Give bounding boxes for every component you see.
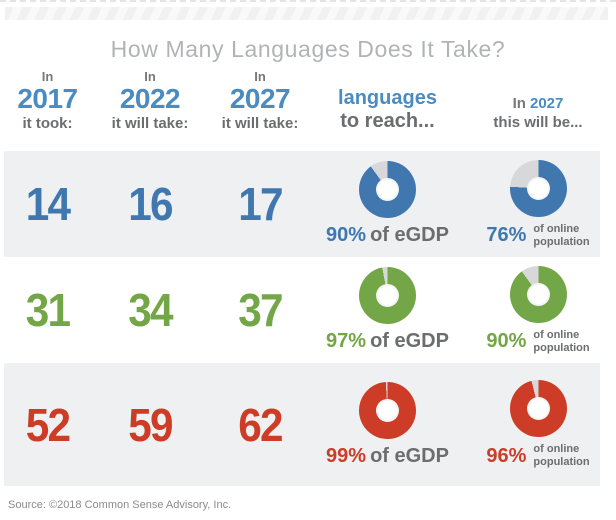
decorative-stripe-band	[5, 7, 608, 20]
egdp-suffix: of eGDP	[370, 444, 449, 467]
egdp-suffix: of eGDP	[370, 224, 449, 246]
header-pre-label: In	[41, 69, 54, 84]
donut-hole	[526, 397, 550, 421]
header-year-2017: 2017	[17, 83, 78, 114]
online-population-cell: 76% of online population	[460, 159, 616, 248]
header-col-2017: In 2017 it took:	[0, 63, 95, 151]
header-pre-label: In	[254, 69, 266, 84]
egdp-donut-chart	[359, 267, 416, 324]
source-note: Source: ©2018 Common Sense Advisory, Inc…	[8, 499, 232, 511]
languages-count-2017: 14	[25, 178, 71, 230]
languages-count-2027: 37	[238, 284, 283, 336]
donut-hole	[376, 284, 399, 307]
egdp-label: 97% of eGDP	[326, 330, 449, 353]
languages-count-2017: 31	[25, 284, 71, 336]
languages-count-2022: 16	[128, 178, 173, 230]
languages-count-2022: 34	[128, 284, 173, 336]
header-languages-label: languages	[338, 87, 437, 109]
chart-title: How Many Languages Does It Take?	[110, 36, 506, 62]
donut-hole	[526, 282, 550, 306]
data-row-90pct-egdp: 14 16 17 90% of eGDP 76% of online populat…	[0, 151, 616, 257]
header-sub-label: it took:	[22, 115, 73, 133]
egdp-reach-cell: 90% of eGDP	[315, 161, 460, 247]
online-suffix: of online population	[533, 329, 589, 354]
egdp-donut-chart	[359, 161, 416, 218]
egdp-label: 99% of eGDP	[326, 445, 449, 468]
online-population-label: 90% of online population	[486, 329, 589, 354]
online-suffix: of online population	[533, 443, 589, 468]
egdp-percent: 90%	[326, 224, 367, 246]
data-row-97pct-egdp: 31 34 37 97% of eGDP 90% of online populat…	[0, 257, 616, 363]
header-year-2022: 2022	[119, 83, 181, 114]
online-suffix-line2: population	[533, 235, 590, 248]
online-percent: 96%	[486, 444, 527, 467]
online-suffix-line2: population	[533, 341, 590, 354]
header-col-2022: In 2022 it will take:	[95, 63, 205, 151]
egdp-percent: 97%	[326, 330, 367, 352]
header-this-will-be-label: this will be...	[493, 113, 583, 131]
header-year-2027: 2027	[229, 83, 291, 114]
online-population-label: 96% of online population	[486, 443, 589, 468]
donut-hole	[526, 176, 550, 200]
header-col-in-2027-this-will-be: In 2027 this will be...	[460, 63, 616, 151]
header-year-2027: 2027	[529, 95, 564, 112]
header-in-2027-label: In 2027	[460, 95, 616, 114]
online-suffix-line1: of online	[533, 443, 580, 456]
donut-hole	[376, 178, 399, 201]
header-col-languages-to-reach: languages to reach...	[315, 63, 460, 151]
online-suffix-line1: of online	[533, 222, 580, 235]
languages-count-2017: 52	[25, 398, 71, 451]
online-population-label: 76% of online population	[486, 223, 589, 248]
header-sub-label: it will take:	[221, 115, 299, 133]
header-pre-label: In	[512, 95, 526, 112]
header-sub-label: it will take:	[111, 115, 189, 133]
online-suffix: of online population	[533, 223, 589, 248]
online-population-cell: 90% of online population	[460, 265, 616, 354]
header-pre-label: In	[144, 69, 156, 84]
donut-hole	[376, 398, 399, 422]
online-percent: 90%	[486, 330, 527, 352]
online-percent: 76%	[486, 224, 527, 246]
egdp-label: 90% of eGDP	[326, 224, 449, 247]
header-col-2027: In 2027 it will take:	[205, 63, 315, 151]
egdp-percent: 99%	[326, 444, 367, 467]
online-suffix-line2: population	[533, 456, 590, 468]
egdp-reach-cell: 99% of eGDP	[315, 381, 460, 468]
header-to-reach-label: to reach...	[340, 110, 435, 132]
languages-count-2027: 62	[238, 398, 283, 451]
online-suffix-line1: of online	[533, 328, 580, 341]
online-population-donut-chart	[509, 380, 567, 438]
online-population-cell: 96% of online population	[460, 380, 616, 468]
languages-count-2022: 59	[128, 398, 173, 451]
egdp-suffix: of eGDP	[370, 330, 449, 352]
languages-count-2027: 17	[238, 178, 283, 230]
online-population-donut-chart	[509, 159, 567, 217]
data-row-99pct-egdp: 52 59 62 99% of eGDP 96% of online populat…	[0, 363, 616, 486]
header-row: In 2017 it took: In 2022 it will take: I…	[0, 63, 616, 151]
egdp-reach-cell: 97% of eGDP	[315, 267, 460, 353]
online-population-donut-chart	[509, 265, 567, 323]
egdp-donut-chart	[359, 381, 416, 439]
